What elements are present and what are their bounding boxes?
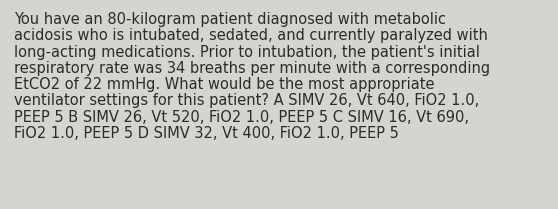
Text: EtCO2 of 22 mmHg. What would be the most appropriate: EtCO2 of 22 mmHg. What would be the most… bbox=[14, 77, 435, 92]
Text: PEEP 5 B SIMV 26, Vt 520, FiO2 1.0, PEEP 5 C SIMV 16, Vt 690,: PEEP 5 B SIMV 26, Vt 520, FiO2 1.0, PEEP… bbox=[14, 110, 469, 125]
Text: FiO2 1.0, PEEP 5 D SIMV 32, Vt 400, FiO2 1.0, PEEP 5: FiO2 1.0, PEEP 5 D SIMV 32, Vt 400, FiO2… bbox=[14, 126, 399, 141]
Text: ventilator settings for this patient? A SIMV 26, Vt 640, FiO2 1.0,: ventilator settings for this patient? A … bbox=[14, 93, 479, 108]
Text: long-acting medications. Prior to intubation, the patient's initial: long-acting medications. Prior to intuba… bbox=[14, 45, 480, 60]
Text: You have an 80-kilogram patient diagnosed with metabolic: You have an 80-kilogram patient diagnose… bbox=[14, 12, 446, 27]
Text: acidosis who is intubated, sedated, and currently paralyzed with: acidosis who is intubated, sedated, and … bbox=[14, 28, 488, 43]
Text: respiratory rate was 34 breaths per minute with a corresponding: respiratory rate was 34 breaths per minu… bbox=[14, 61, 490, 76]
